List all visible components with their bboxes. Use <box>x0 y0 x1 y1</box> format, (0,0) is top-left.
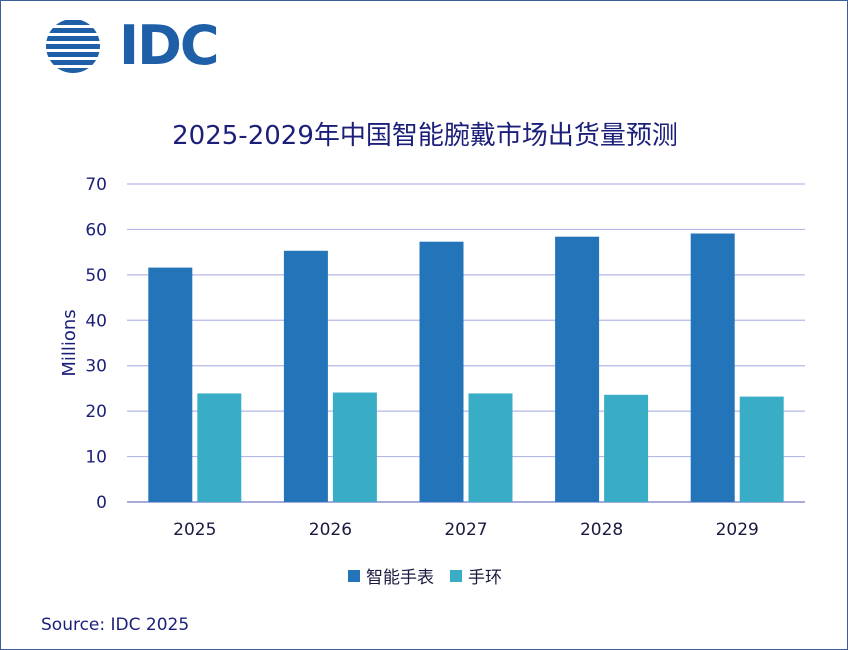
bar-smartwatch-2029 <box>690 233 735 502</box>
chart-title: 2025-2029年中国智能腕戴市场出货量预测 <box>172 121 678 151</box>
y-axis-label: Millions <box>59 309 80 376</box>
x-tick-label: 2028 <box>580 520 623 540</box>
bar-smartwatch-2026 <box>283 250 328 502</box>
idc-logo: IDC <box>31 17 220 75</box>
x-tick-label: 2027 <box>444 520 487 540</box>
y-tick-label: 10 <box>85 448 107 468</box>
bar-band-2027 <box>468 393 513 502</box>
bar-smartwatch-2027 <box>419 241 464 503</box>
bar-smartwatch-2028 <box>555 236 600 502</box>
x-tick-label: 2025 <box>173 520 216 540</box>
legend-label: 手环 <box>468 568 502 588</box>
y-tick-label: 70 <box>85 175 107 195</box>
y-tick-label: 30 <box>85 357 107 377</box>
legend-swatch <box>348 569 360 582</box>
y-tick-label: 20 <box>85 402 107 422</box>
legend-label: 智能手表 <box>366 568 434 588</box>
y-tick-label: 50 <box>85 266 107 286</box>
x-tick-label: 2026 <box>309 520 352 540</box>
y-tick-label: 0 <box>96 493 107 513</box>
bar-band-2029 <box>739 396 784 502</box>
logo-text: IDC <box>119 14 220 77</box>
bar-band-2028 <box>604 394 649 502</box>
idc-globe-icon <box>46 20 100 73</box>
legend-swatch <box>450 569 462 582</box>
chart-legend: 智能手表 手环 <box>1 563 848 588</box>
bar-chart: 0 10 20 30 40 50 60 70 Millions 2025 2026 2027 2028 2… <box>59 175 805 540</box>
legend-item-smartwatch: 智能手表 <box>348 563 434 588</box>
y-tick-label: 40 <box>85 311 107 331</box>
source-note: Source: IDC 2025 <box>41 615 190 635</box>
y-tick-label: 60 <box>85 220 107 240</box>
legend-item-band: 手环 <box>450 563 502 588</box>
bar-band-2026 <box>332 392 377 502</box>
bar-smartwatch-2025 <box>148 267 193 502</box>
x-tick-label: 2029 <box>716 520 759 540</box>
bar-band-2025 <box>197 393 242 502</box>
